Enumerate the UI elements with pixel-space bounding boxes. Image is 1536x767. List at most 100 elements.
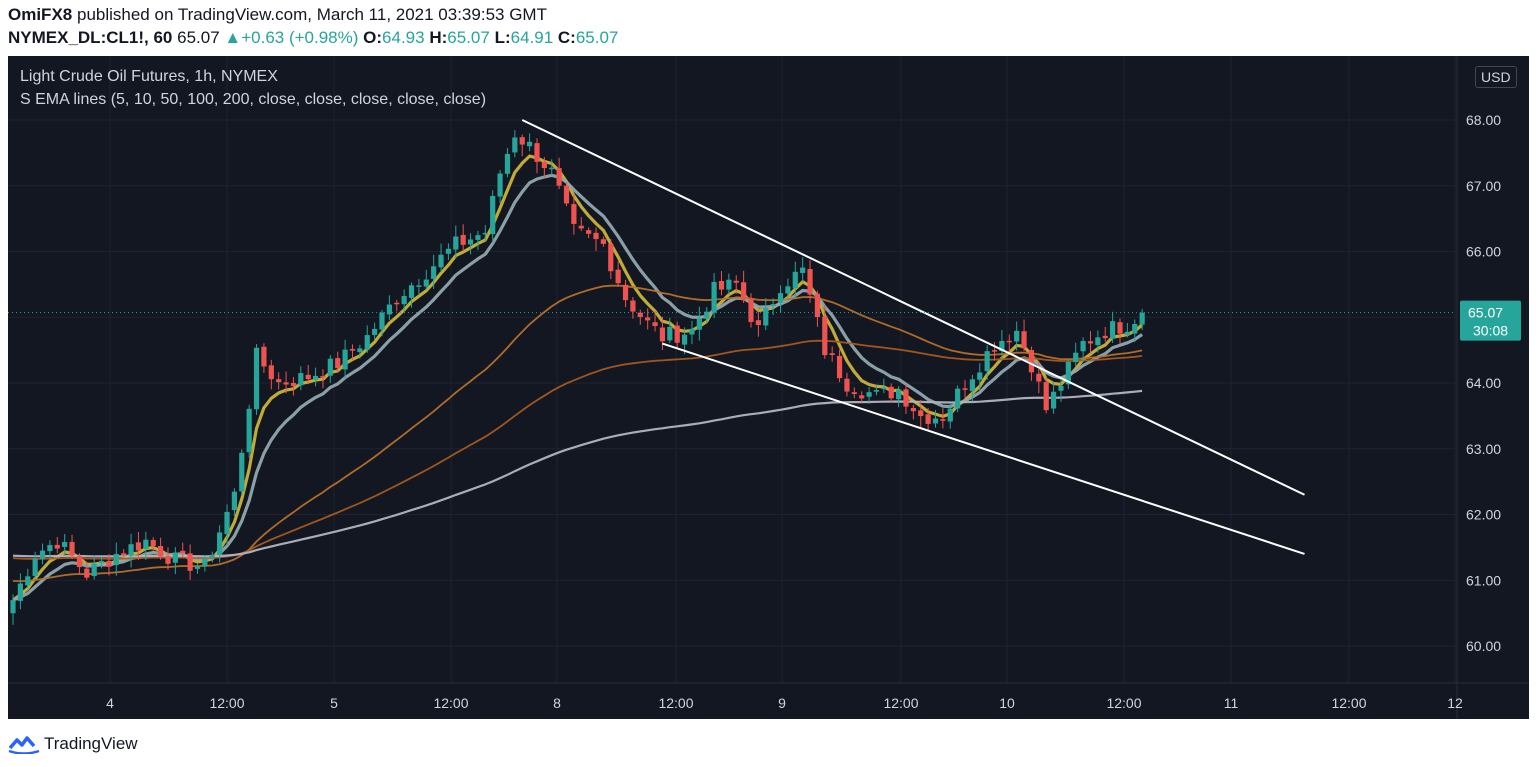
candle-up: [379, 312, 385, 330]
time-tick-label: 12:00: [1106, 695, 1141, 711]
candle-down: [1021, 331, 1027, 349]
candle-up: [497, 173, 503, 197]
open-value: 64.93: [382, 28, 425, 47]
candle-up: [1132, 324, 1138, 334]
candle-up: [932, 418, 939, 424]
candle-up: [423, 279, 429, 287]
ema-5-line: [12, 154, 1144, 602]
candle-up: [209, 554, 215, 558]
candle-up: [246, 408, 252, 453]
candle-up: [431, 266, 437, 279]
candle-down: [54, 544, 60, 549]
ema-200-line: [12, 389, 1143, 558]
candle-up: [128, 544, 134, 556]
ema-100-line: [12, 339, 1143, 560]
high-label: H:: [429, 28, 448, 47]
candle-down: [187, 553, 193, 571]
candle-down: [755, 320, 761, 326]
candle-down: [349, 348, 356, 351]
ohlc-line: NYMEX_DL:CL1!, 60 65.07 ▲+0.63 (+0.98%) …: [8, 28, 618, 48]
price-tick-label: 64.00: [1466, 375, 1501, 391]
candle-up: [1095, 337, 1101, 346]
candle-down: [733, 280, 739, 283]
candle-up: [39, 550, 46, 559]
candle-up: [482, 232, 488, 235]
chart-panel[interactable]: 60.0061.0062.0063.0064.0065.0066.0067.00…: [8, 56, 1529, 719]
candle-up: [999, 340, 1005, 352]
candle-down: [460, 234, 466, 245]
candle-up: [947, 408, 953, 422]
candle-down: [637, 312, 643, 318]
candle-down: [630, 300, 636, 312]
candle-up: [689, 328, 695, 335]
candle-up: [527, 141, 533, 147]
candle-up: [681, 334, 688, 345]
candle-down: [276, 379, 282, 383]
chart-svg[interactable]: 60.0061.0062.0063.0064.0065.0066.0067.00…: [8, 56, 1529, 719]
candle-up: [364, 335, 370, 350]
price-tick-label: 61.00: [1466, 572, 1501, 588]
candle-up: [1080, 340, 1086, 352]
currency-button[interactable]: USD: [1475, 66, 1517, 88]
time-tick-label: 10: [999, 695, 1015, 711]
trendline-1: [521, 119, 1305, 496]
candle-down: [859, 395, 865, 399]
candle-down: [814, 293, 821, 318]
candle-down: [659, 327, 666, 342]
candle-down: [1087, 341, 1094, 344]
candle-down: [180, 550, 186, 554]
candle-up: [711, 281, 717, 313]
candle-up: [342, 349, 348, 370]
candle-down: [268, 365, 274, 380]
candle-up: [866, 392, 872, 397]
candle-down: [1028, 350, 1035, 373]
candle-up: [408, 285, 415, 298]
candle-up: [312, 375, 319, 380]
candle-up: [896, 389, 902, 400]
time-tick-label: 12:00: [883, 695, 918, 711]
candle-down: [571, 204, 577, 224]
candle-up: [327, 358, 333, 376]
time-tick-label: 12:00: [209, 695, 244, 711]
footer-brand[interactable]: TradingView: [8, 733, 138, 755]
price-tick-label: 66.00: [1466, 244, 1501, 260]
low-value: 64.91: [510, 28, 554, 47]
candle-up: [696, 318, 702, 330]
ema-50-line: [12, 284, 1143, 582]
author-name[interactable]: OmiFX8: [8, 5, 73, 24]
candle-down: [578, 225, 584, 229]
price-tick-label: 63.00: [1466, 441, 1501, 457]
candle-up: [401, 296, 407, 305]
candle-down: [305, 374, 311, 380]
candle-down: [135, 542, 142, 551]
time-tick-label: 12:00: [1331, 695, 1366, 711]
candle-up: [143, 539, 149, 549]
candle-up: [62, 542, 68, 547]
candle-up: [438, 254, 444, 268]
ema-10-line: [12, 173, 1143, 602]
candle-up: [490, 195, 496, 235]
candle-up: [17, 583, 23, 601]
candle-down: [600, 239, 606, 244]
time-tick-label: 9: [778, 695, 786, 711]
candle-down: [586, 230, 592, 234]
time-tick-label: 4: [106, 695, 114, 711]
candle-down: [261, 346, 267, 367]
candle-up: [98, 560, 105, 563]
candle-up: [785, 286, 791, 294]
candle-up: [969, 379, 975, 392]
candle-down: [962, 388, 968, 390]
candle-up: [800, 267, 806, 273]
candle-down: [1036, 373, 1042, 382]
candle-down: [829, 353, 835, 355]
price-tick-label: 60.00: [1466, 638, 1501, 654]
candle-down: [1117, 322, 1123, 334]
candle-down: [84, 568, 90, 578]
time-tick-label: 11: [1224, 695, 1239, 711]
candle-up: [32, 558, 38, 576]
candle-down: [836, 355, 843, 379]
candle-down: [741, 282, 747, 301]
countdown-label: 30:08: [1473, 323, 1508, 339]
last-price-badge: [1460, 300, 1521, 341]
indicator-legend[interactable]: S EMA lines (5, 10, 50, 100, 200, close,…: [20, 91, 487, 108]
